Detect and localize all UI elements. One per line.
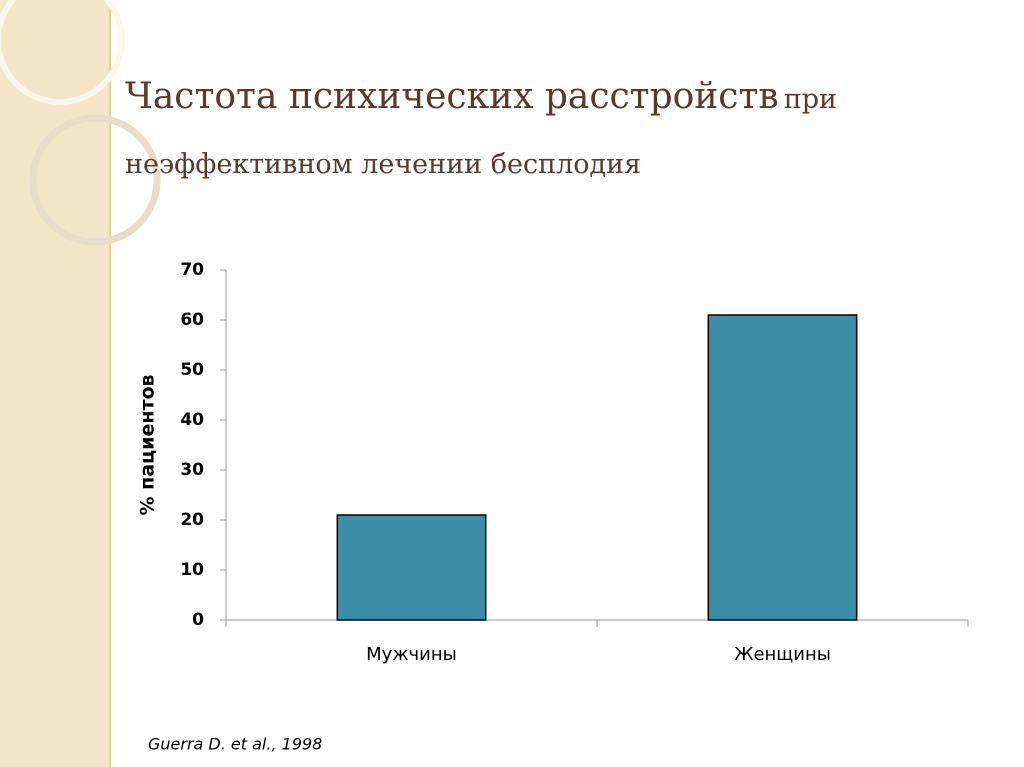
title-main: Частота психических расстройств — [125, 76, 779, 117]
y-tick-label: 30 — [180, 460, 204, 480]
bar — [707, 314, 858, 621]
side-strip — [0, 0, 110, 767]
x-tick-label: Мужчины — [366, 644, 457, 665]
bar — [336, 514, 487, 621]
y-axis-label: % пациентов — [137, 374, 159, 515]
y-tick-label: 20 — [180, 510, 204, 530]
x-tick-label: Женщины — [734, 644, 831, 665]
y-tick-label: 10 — [180, 560, 204, 580]
y-tick-label: 40 — [180, 410, 204, 430]
y-tick-label: 50 — [180, 360, 204, 380]
title: Частота психических расстройств при неэф… — [125, 66, 965, 199]
title-rest: при неэффективном лечении бесплодия — [125, 84, 837, 180]
deco-circle — [0, 0, 125, 105]
y-tick-label: 60 — [180, 310, 204, 330]
source-note: Guerra D. et al., 1998 — [148, 735, 322, 754]
y-tick-label: 0 — [192, 610, 204, 630]
y-tick-label: 70 — [180, 260, 204, 280]
deco-circle — [29, 114, 161, 246]
